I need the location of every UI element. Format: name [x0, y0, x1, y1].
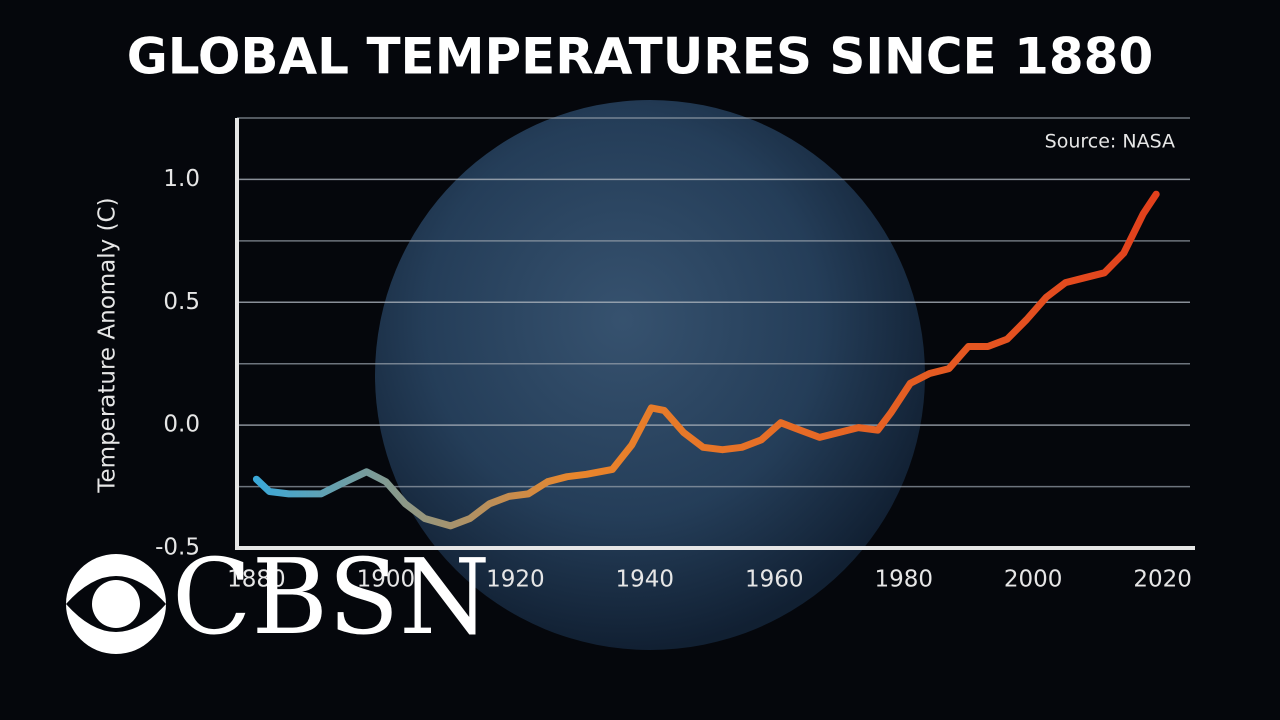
source: Source: NASA: [1045, 131, 1175, 153]
y-tick-label: 0.5: [163, 289, 200, 315]
globe: [375, 100, 925, 650]
logo-pupil: [92, 580, 140, 628]
y-axis-label: Temperature Anomaly (C): [95, 197, 121, 493]
x-tick-label: 1980: [874, 567, 933, 593]
x-tick-label: 1940: [616, 567, 675, 593]
x-tick-label: 1920: [486, 567, 545, 593]
y-tick-label: 1.0: [163, 166, 200, 192]
x-tick-label: 1900: [357, 567, 416, 593]
chart-title: GLOBAL TEMPERATURES SINCE 1880: [127, 28, 1154, 86]
y-tick-label: 0.0: [163, 412, 200, 438]
x-tick-label: 1880: [227, 567, 286, 593]
plot-area: -0.5 0.0 0.5 1.0 1880 1900 1920 1940 1960 1980 200…: [155, 117, 1195, 593]
logo-text: CBSN: [172, 536, 490, 658]
logo: CBSN: [66, 536, 490, 658]
y-tick-label: -0.5: [155, 535, 200, 561]
x-tick-label: 2020: [1133, 567, 1192, 593]
x-tick-label: 1960: [745, 567, 804, 593]
x-tick-label: 2000: [1004, 567, 1063, 593]
data-line: [252, 190, 1160, 530]
